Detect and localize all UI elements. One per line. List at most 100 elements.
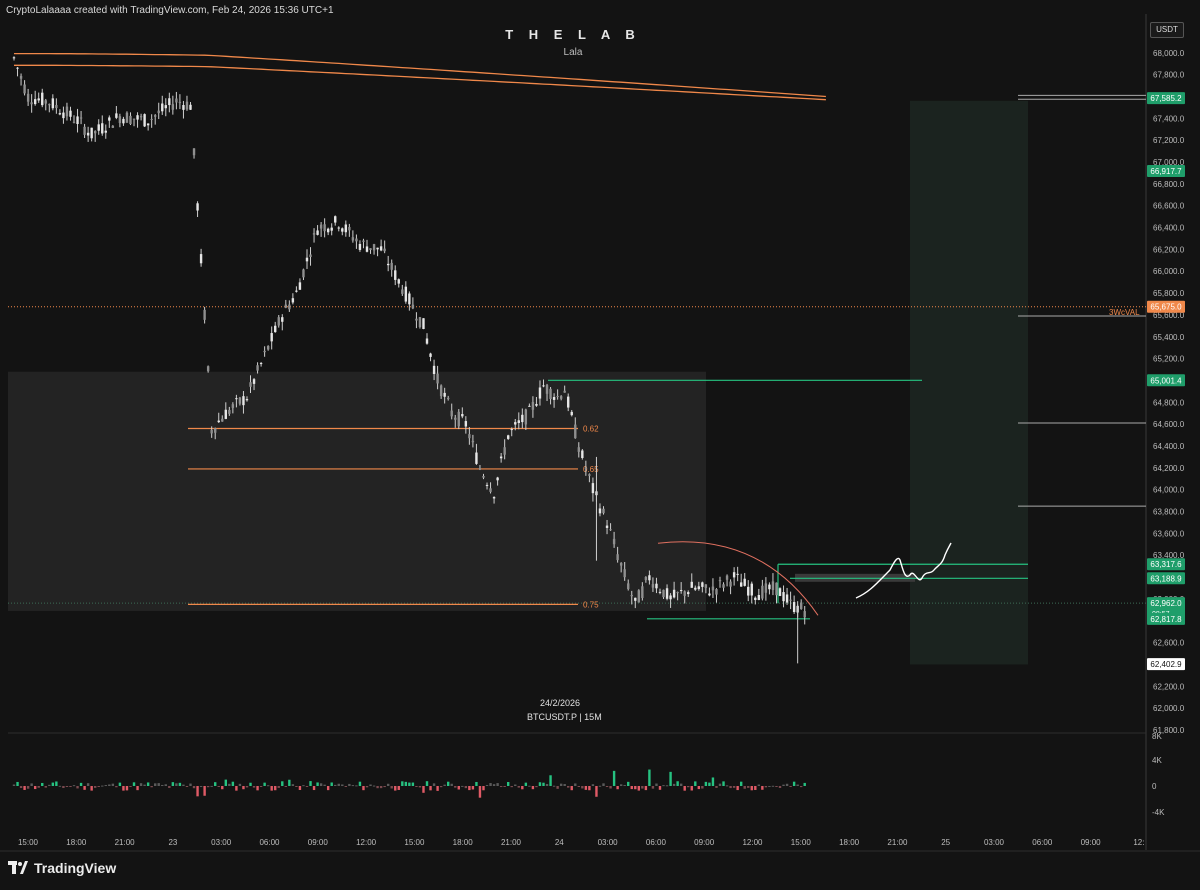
candle-body [189,104,192,110]
volume-bar [545,783,549,786]
volume-bar [270,786,273,791]
candle-body [524,409,528,425]
time-tick: 06:00 [646,838,667,847]
candle-body [411,304,415,309]
volume-bar [464,786,468,789]
candle-body [552,397,556,400]
candle-body [669,595,672,600]
candle-body [750,583,753,596]
volume-bar [259,786,263,787]
time-tick: 18:00 [453,838,474,847]
target-box [910,100,1028,665]
volume-bar [256,786,259,791]
volume-bar [492,784,496,786]
candle-body [228,409,231,414]
price-tick: 65,200.0 [1153,355,1185,364]
volume-bar [341,784,344,786]
candle-body [125,112,129,123]
volume-bar [708,782,711,786]
volume-bar [101,785,104,787]
candle-body [217,420,220,423]
vwap-label: 3WcVAL [1109,308,1140,317]
drawn-projection [855,542,952,599]
volume-bar [210,785,213,787]
candle-body [683,591,686,596]
volume-bar [362,786,365,791]
volume-bar [394,786,397,791]
price-tick: 67,000.0 [1153,158,1185,167]
candle-body [492,497,496,499]
time-tick: 18:00 [839,838,860,847]
time-tick: 09:00 [694,838,715,847]
candle-body [418,317,422,328]
candle-body [305,257,309,262]
candle-body [496,477,499,481]
volume-bar [136,786,139,791]
candle-body [93,131,97,134]
candle-body [76,116,79,125]
volume-bar [108,784,111,786]
candle-body [330,227,333,231]
volume-bar [669,771,672,786]
volume-bar [778,786,782,789]
candle-body [337,227,340,229]
candle-body [256,365,259,371]
candle-body [101,123,104,134]
volume-bar [521,786,524,790]
candle-body [86,132,90,136]
volume-bar [461,785,464,787]
volume-bar [768,785,771,787]
volume-bar [235,786,238,791]
volume-bar [747,786,750,788]
volume-bar [37,786,40,788]
candle-body [694,587,697,590]
price-label: 65,675.0 [1150,303,1182,312]
volume-bar [771,785,775,787]
candle-body [203,309,206,320]
candle-body [302,269,305,278]
volume-bar [542,782,545,786]
date-annotation: 24/2/2026 [540,698,581,708]
volume-bar [266,785,270,787]
candle-body [792,602,796,613]
volume-bar [782,784,785,786]
volume-bar [658,786,662,790]
candle-body [355,238,358,242]
volume-tick: 8K [1152,732,1162,741]
candle-body [408,293,411,305]
candle-body [658,591,662,593]
time-tick: 25 [941,838,950,847]
candle-body [690,581,693,588]
candle-body [729,581,732,587]
volume-bar [655,783,658,786]
volume-bar [104,785,107,787]
volume-bar [355,785,358,787]
candle-body [259,363,263,365]
candle-body [616,554,619,561]
candle-body [150,118,153,120]
currency-button[interactable]: USDT [1150,22,1184,38]
tradingview-logo[interactable]: TradingView [8,860,116,876]
price-label: 65,001.4 [1150,376,1182,385]
candle-body [725,575,729,580]
candle-body [231,404,235,408]
volume-bar [146,782,150,786]
volume-bar [792,781,796,786]
volume-tick: 4K [1152,756,1162,765]
candle-body [665,588,669,599]
price-label: 62,402.9 [1150,660,1182,669]
candle-body [58,113,62,115]
volume-bar [93,786,97,788]
candle-body [651,584,655,588]
price-tick: 61,800.0 [1153,726,1185,735]
candle-body [249,382,252,387]
volume-bar [90,786,93,791]
price-label: 63,188.9 [1150,574,1182,583]
candle-body [12,57,16,59]
candle-body [108,117,111,121]
price-label: 67,585.2 [1150,94,1182,103]
candle-body [708,593,711,596]
price-tick: 65,600.0 [1153,311,1185,320]
price-tick: 66,400.0 [1153,224,1185,233]
